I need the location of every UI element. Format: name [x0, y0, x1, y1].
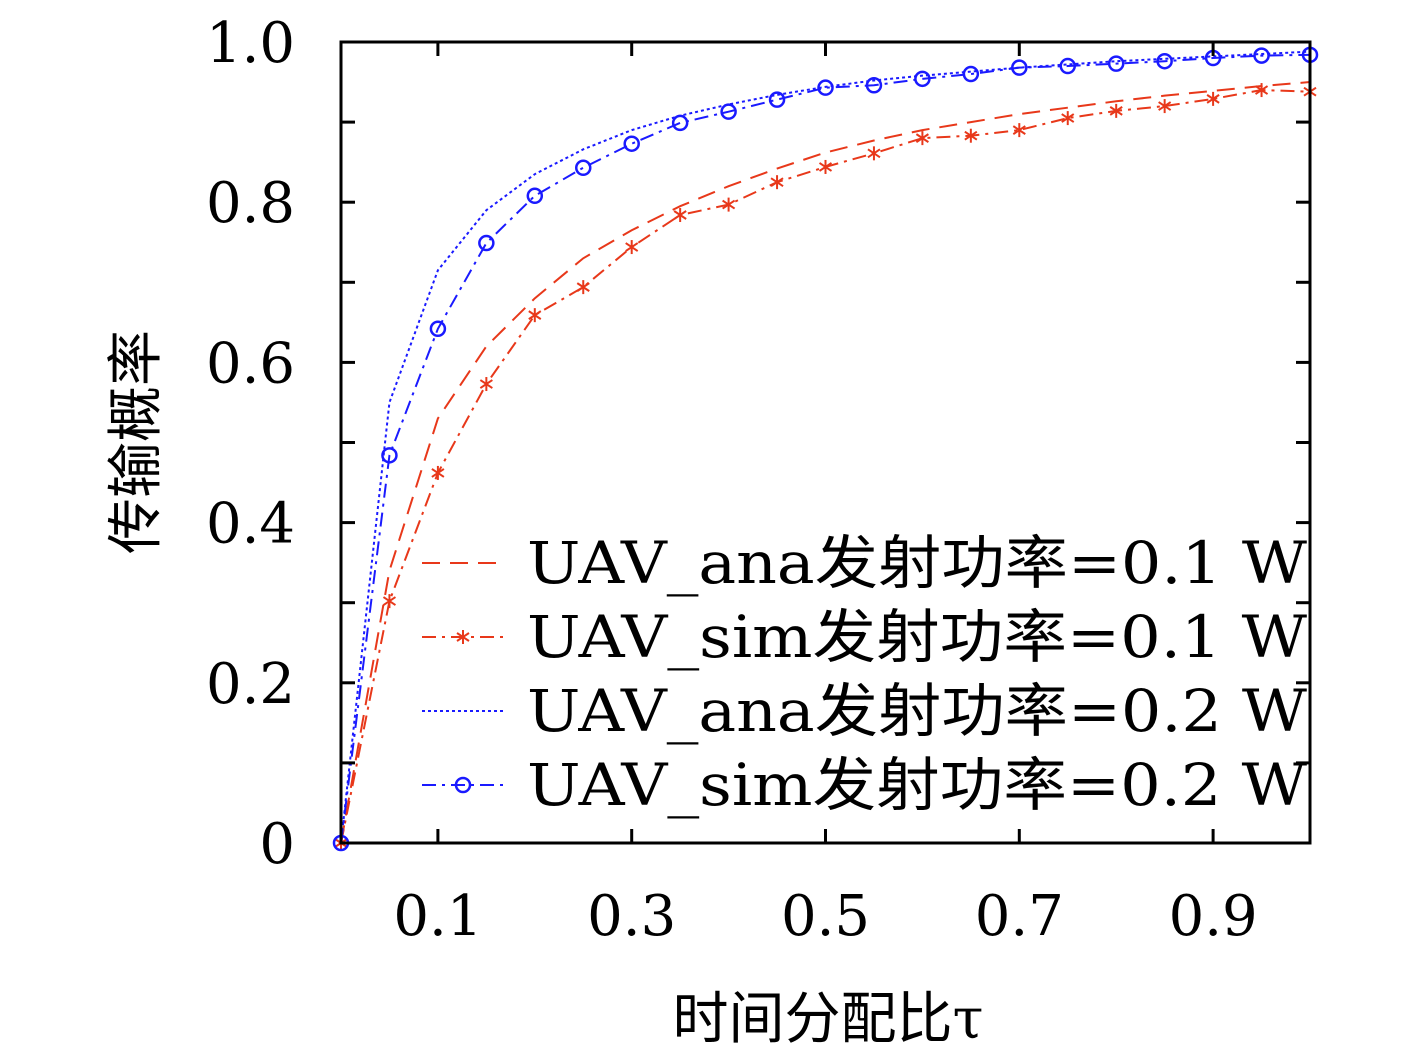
data-point — [431, 465, 445, 480]
data-point — [625, 240, 639, 255]
y-tick-label: 0.2 — [206, 652, 295, 717]
legend-item: UAV_ana发射功率=0.2 W — [422, 677, 1307, 745]
legend-label: UAV_sim发射功率=0.1 W — [527, 603, 1307, 671]
data-point — [623, 135, 640, 152]
data-point — [962, 65, 980, 83]
data-point — [576, 280, 590, 295]
series-0 — [340, 81, 1311, 844]
data-point — [1253, 47, 1270, 64]
series-layer — [332, 46, 1319, 852]
data-point — [867, 146, 881, 161]
data-point — [720, 103, 737, 120]
x-tick-label: 0.9 — [1169, 884, 1258, 949]
data-point — [1254, 83, 1269, 98]
data-point — [1061, 111, 1075, 126]
data-point — [1109, 103, 1123, 118]
series-1 — [334, 83, 1317, 850]
data-point — [454, 776, 472, 794]
x-tick-label: 0.1 — [393, 884, 482, 949]
ticks-layer: 0.1 0.3 0.5 0.7 0.9 0 0.2 0.4 0.6 0.8 1.0 — [206, 11, 1310, 949]
y-tick-label: 1.0 — [206, 11, 295, 76]
data-point — [382, 594, 397, 609]
data-point — [722, 197, 736, 212]
series-line — [340, 50, 1311, 844]
data-point — [1011, 59, 1028, 76]
data-point — [526, 187, 544, 205]
y-axis-label: 传输概率 — [104, 330, 169, 554]
data-point — [770, 175, 784, 190]
data-point — [1059, 57, 1076, 75]
data-point — [429, 320, 447, 338]
data-point — [768, 91, 786, 108]
data-point — [575, 159, 592, 177]
data-point — [1158, 99, 1172, 114]
data-point — [479, 377, 493, 392]
data-point — [817, 79, 834, 96]
legend-label: UAV_ana发射功率=0.2 W — [527, 677, 1307, 745]
legend-label: UAV_ana发射功率=0.1 W — [527, 529, 1307, 597]
data-point — [1156, 52, 1173, 70]
legend-item: UAV_ana发射功率=0.1 W — [422, 529, 1307, 597]
data-point — [1107, 55, 1125, 72]
x-tick-label: 0.5 — [781, 884, 870, 949]
legend-label: UAV_sim发射功率=0.2 W — [527, 751, 1307, 819]
data-point — [673, 208, 687, 223]
data-point — [528, 308, 542, 323]
data-point — [478, 234, 495, 252]
x-tick-label: 0.7 — [975, 884, 1064, 949]
data-point — [456, 630, 470, 644]
x-tick-label: 0.3 — [587, 884, 676, 949]
data-point — [915, 131, 929, 146]
data-point — [818, 159, 833, 174]
series-line — [340, 53, 1311, 844]
series-line — [340, 81, 1311, 844]
legend-item: UAV_sim发射功率=0.1 W — [422, 603, 1307, 671]
data-point — [914, 70, 931, 88]
series-2 — [340, 50, 1311, 844]
x-axis-label: 时间分配比τ — [673, 987, 984, 1052]
y-tick-label: 0.8 — [206, 171, 295, 236]
data-point — [1012, 123, 1026, 138]
data-point — [865, 77, 883, 94]
data-point — [671, 114, 689, 132]
series-3 — [332, 46, 1319, 852]
data-point — [381, 447, 398, 464]
y-tick-label: 0.4 — [206, 492, 295, 557]
legend-item: UAV_sim发射功率=0.2 W — [422, 751, 1307, 819]
data-point — [1206, 91, 1220, 106]
y-tick-label: 0.6 — [206, 331, 295, 396]
data-point — [964, 128, 978, 143]
y-tick-label: 0 — [259, 812, 295, 877]
